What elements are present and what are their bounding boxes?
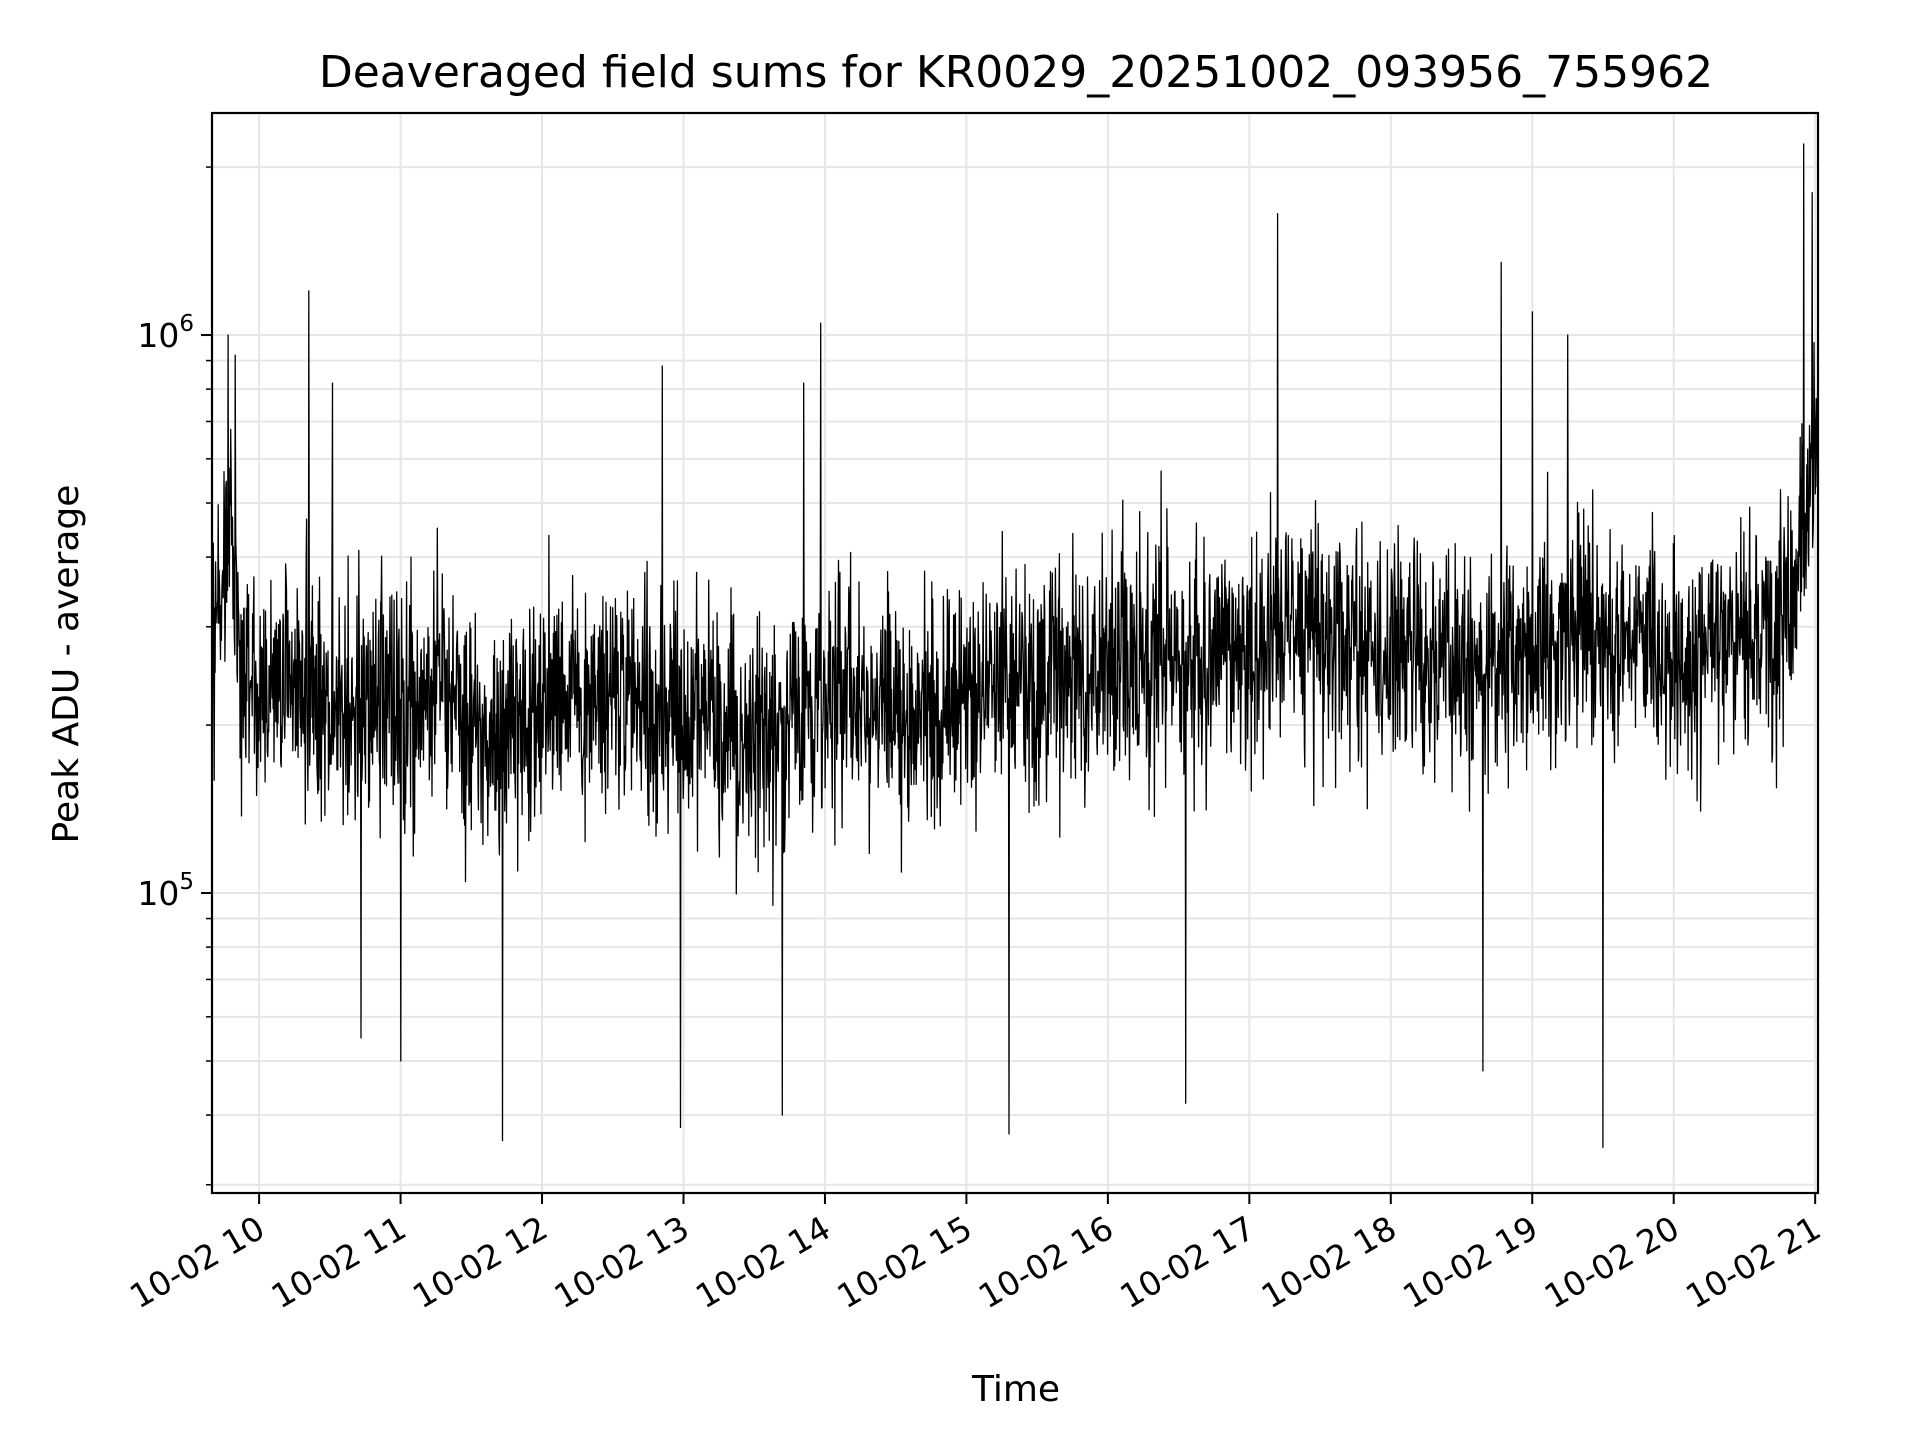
y-tick-label: 106 [137,311,194,355]
y-tick-base: 10 [137,874,179,913]
series-line-group [211,143,1819,1149]
chart-title: Deaveraged field sums for KR0029_2025100… [319,47,1713,98]
plot-frame [210,111,1820,1195]
y-tick-base: 10 [137,316,179,355]
y-tick-exponent: 5 [179,869,194,895]
y-tick-exponent: 6 [179,311,194,337]
x-axis-label: Time [971,1369,1060,1410]
series-line [211,143,1819,1149]
y-tick-label: 105 [137,869,194,913]
y-axis-label: Peak ADU - average [46,485,87,844]
